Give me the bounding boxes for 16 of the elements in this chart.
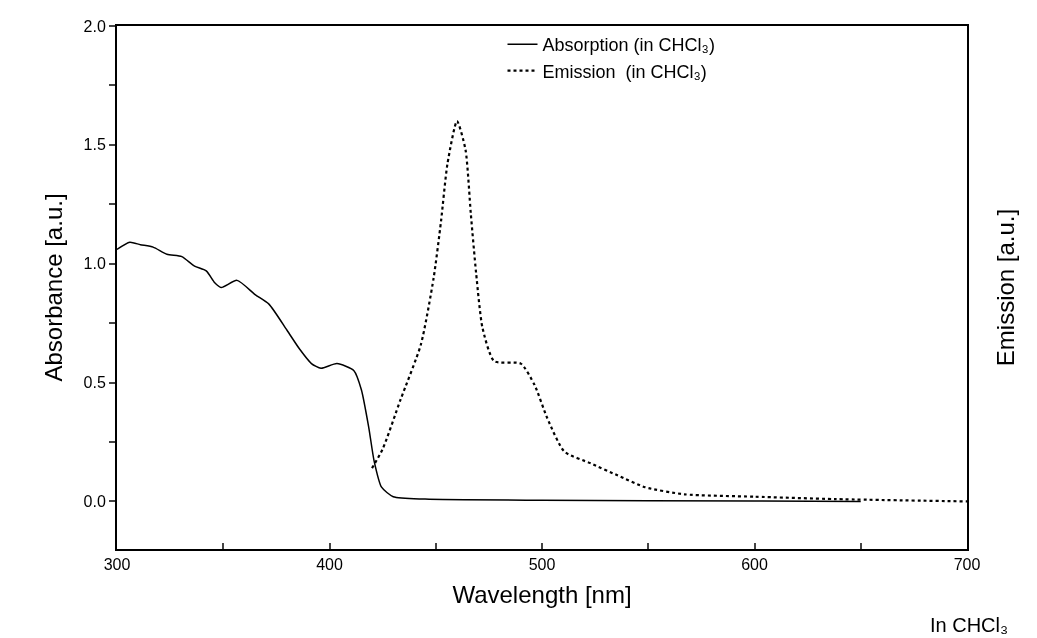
y2-axis-title: Emission [a.u.] xyxy=(992,208,1020,367)
x-tick-label: 500 xyxy=(528,556,556,574)
y-tick-label: 0.5 xyxy=(83,374,106,392)
x-axis-title: Wavelength [nm] xyxy=(452,581,632,608)
x-tick-label: 600 xyxy=(741,556,768,574)
x-tick-label: 300 xyxy=(103,556,131,574)
x-tick-label: 700 xyxy=(953,556,981,574)
y-axis-title: Absorbance [a.u.] xyxy=(40,193,68,382)
y-tick-label: 0.0 xyxy=(83,493,106,511)
y-tick-label: 1.5 xyxy=(83,136,106,154)
x-tick-label: 400 xyxy=(316,556,343,574)
y-tick-label: 2.0 xyxy=(83,17,106,35)
legend-label: Emission (in CHCl₃) xyxy=(542,61,707,82)
legend-label: Absorption (in CHCl₃) xyxy=(542,35,715,56)
y-tick-label: 1.0 xyxy=(83,255,106,273)
text: In CHCl₃ xyxy=(930,614,1009,636)
